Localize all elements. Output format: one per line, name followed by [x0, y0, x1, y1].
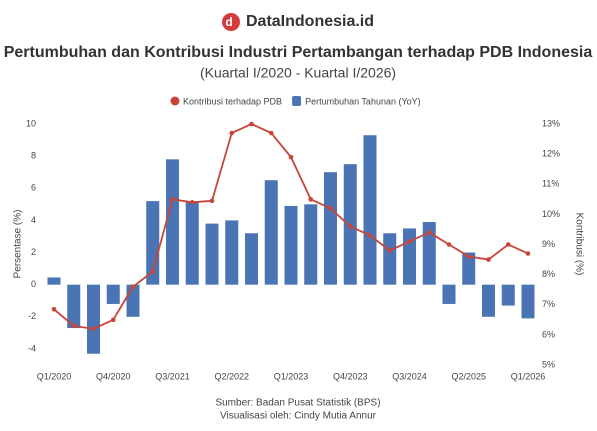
x-tick-label: Q1/2023: [274, 371, 309, 381]
bar: [482, 284, 495, 317]
y-tick-label: 10: [26, 118, 36, 128]
line-point: [407, 239, 412, 244]
x-tick-label: Q2/2025: [451, 371, 486, 381]
x-tick-label: Q4/2020: [96, 371, 131, 381]
y2-tick-label: 12%: [542, 149, 560, 159]
y2-tick-label: 10%: [542, 209, 560, 219]
line-point: [387, 248, 393, 253]
line-point: [426, 230, 432, 235]
bar: [205, 223, 219, 285]
bar: [462, 252, 476, 285]
y2-tick-label: 13%: [542, 118, 560, 128]
y-axis-title: Persentase (%): [13, 210, 24, 279]
chart-subtitle: (Kuartal I/2020 - Kuartal I/2026): [200, 65, 396, 81]
y2-tick-label: 9%: [542, 239, 555, 249]
line-point: [71, 323, 77, 329]
x-tick-label: Q2/2022: [214, 371, 249, 381]
bar: [284, 205, 298, 285]
bar: [383, 233, 397, 285]
x-tick-label: Q3/2021: [155, 371, 190, 381]
line-point: [505, 242, 511, 247]
chart-title: Pertumbuhan dan Kontribusi Industri Pert…: [4, 44, 593, 61]
y2-tick-label: 11%: [542, 179, 559, 189]
bar: [442, 284, 456, 304]
bar: [501, 284, 515, 306]
line-point: [170, 197, 175, 202]
line-point: [308, 197, 314, 202]
y-tick-label: -2: [28, 311, 36, 321]
bar: [67, 284, 81, 329]
line-point: [446, 242, 452, 247]
y-tick-label: -4: [28, 343, 36, 353]
legend-swatch: [170, 96, 180, 106]
line-point: [150, 269, 156, 274]
y2-tick-label: 8%: [542, 269, 555, 279]
line-point: [130, 284, 136, 289]
bar: [106, 284, 120, 304]
line-point: [367, 233, 373, 238]
bar: [166, 159, 179, 285]
bar: [146, 201, 160, 285]
legend-swatch: [292, 96, 302, 106]
y-tick-label: 0: [31, 279, 36, 289]
bar: [264, 180, 278, 285]
line-point: [347, 224, 353, 229]
logo-glyph: d: [225, 15, 232, 29]
y-tick-label: 2: [31, 247, 36, 257]
line-point: [288, 154, 294, 160]
x-tick-label: Q1/2020: [37, 371, 72, 381]
line-point: [110, 317, 116, 323]
bar: [304, 204, 318, 285]
legend-label: Pertumbuhan Tahunan (YoY): [305, 96, 421, 106]
bar: [403, 228, 416, 285]
bar: [185, 201, 199, 285]
y2-tick-label: 6%: [542, 329, 555, 339]
line-point: [268, 130, 274, 136]
line-point: [209, 198, 215, 204]
y2-tick-label: 5%: [542, 359, 555, 369]
y2-axis-title: Kontribusi (%): [573, 213, 584, 276]
y-tick-label: 8: [31, 151, 36, 161]
x-tick-label: Q1/2026: [511, 371, 546, 381]
legend-label: Kontribusi terhadap PDB: [183, 96, 282, 106]
bar: [245, 233, 258, 285]
bar: [324, 172, 337, 285]
bar: [126, 284, 140, 317]
line-point: [328, 206, 333, 211]
line-point: [486, 257, 491, 262]
line-point: [51, 306, 57, 312]
line-point: [525, 251, 531, 256]
source: Sumber: Badan Pusat Statistik (BPS): [215, 398, 380, 409]
bar: [422, 222, 436, 285]
x-tick-label: Q3/2024: [392, 371, 427, 381]
line-point: [229, 130, 235, 136]
brand: DataIndonesia.id: [246, 13, 374, 30]
bar: [225, 220, 239, 285]
logo-icon: [222, 13, 240, 31]
line-point: [249, 121, 254, 127]
bar: [363, 135, 377, 285]
x-tick-label: Q4/2023: [333, 371, 368, 381]
bar: [47, 277, 61, 285]
bar: [521, 284, 535, 319]
y2-tick-label: 7%: [542, 299, 555, 309]
y-tick-label: 4: [31, 215, 36, 225]
line-point: [466, 254, 472, 259]
line-point: [91, 326, 96, 332]
bar: [87, 284, 100, 354]
line-point: [189, 200, 195, 205]
credit: Visualisasi oleh: Cindy Mutia Annur: [220, 411, 377, 422]
y-tick-label: 6: [31, 183, 36, 193]
